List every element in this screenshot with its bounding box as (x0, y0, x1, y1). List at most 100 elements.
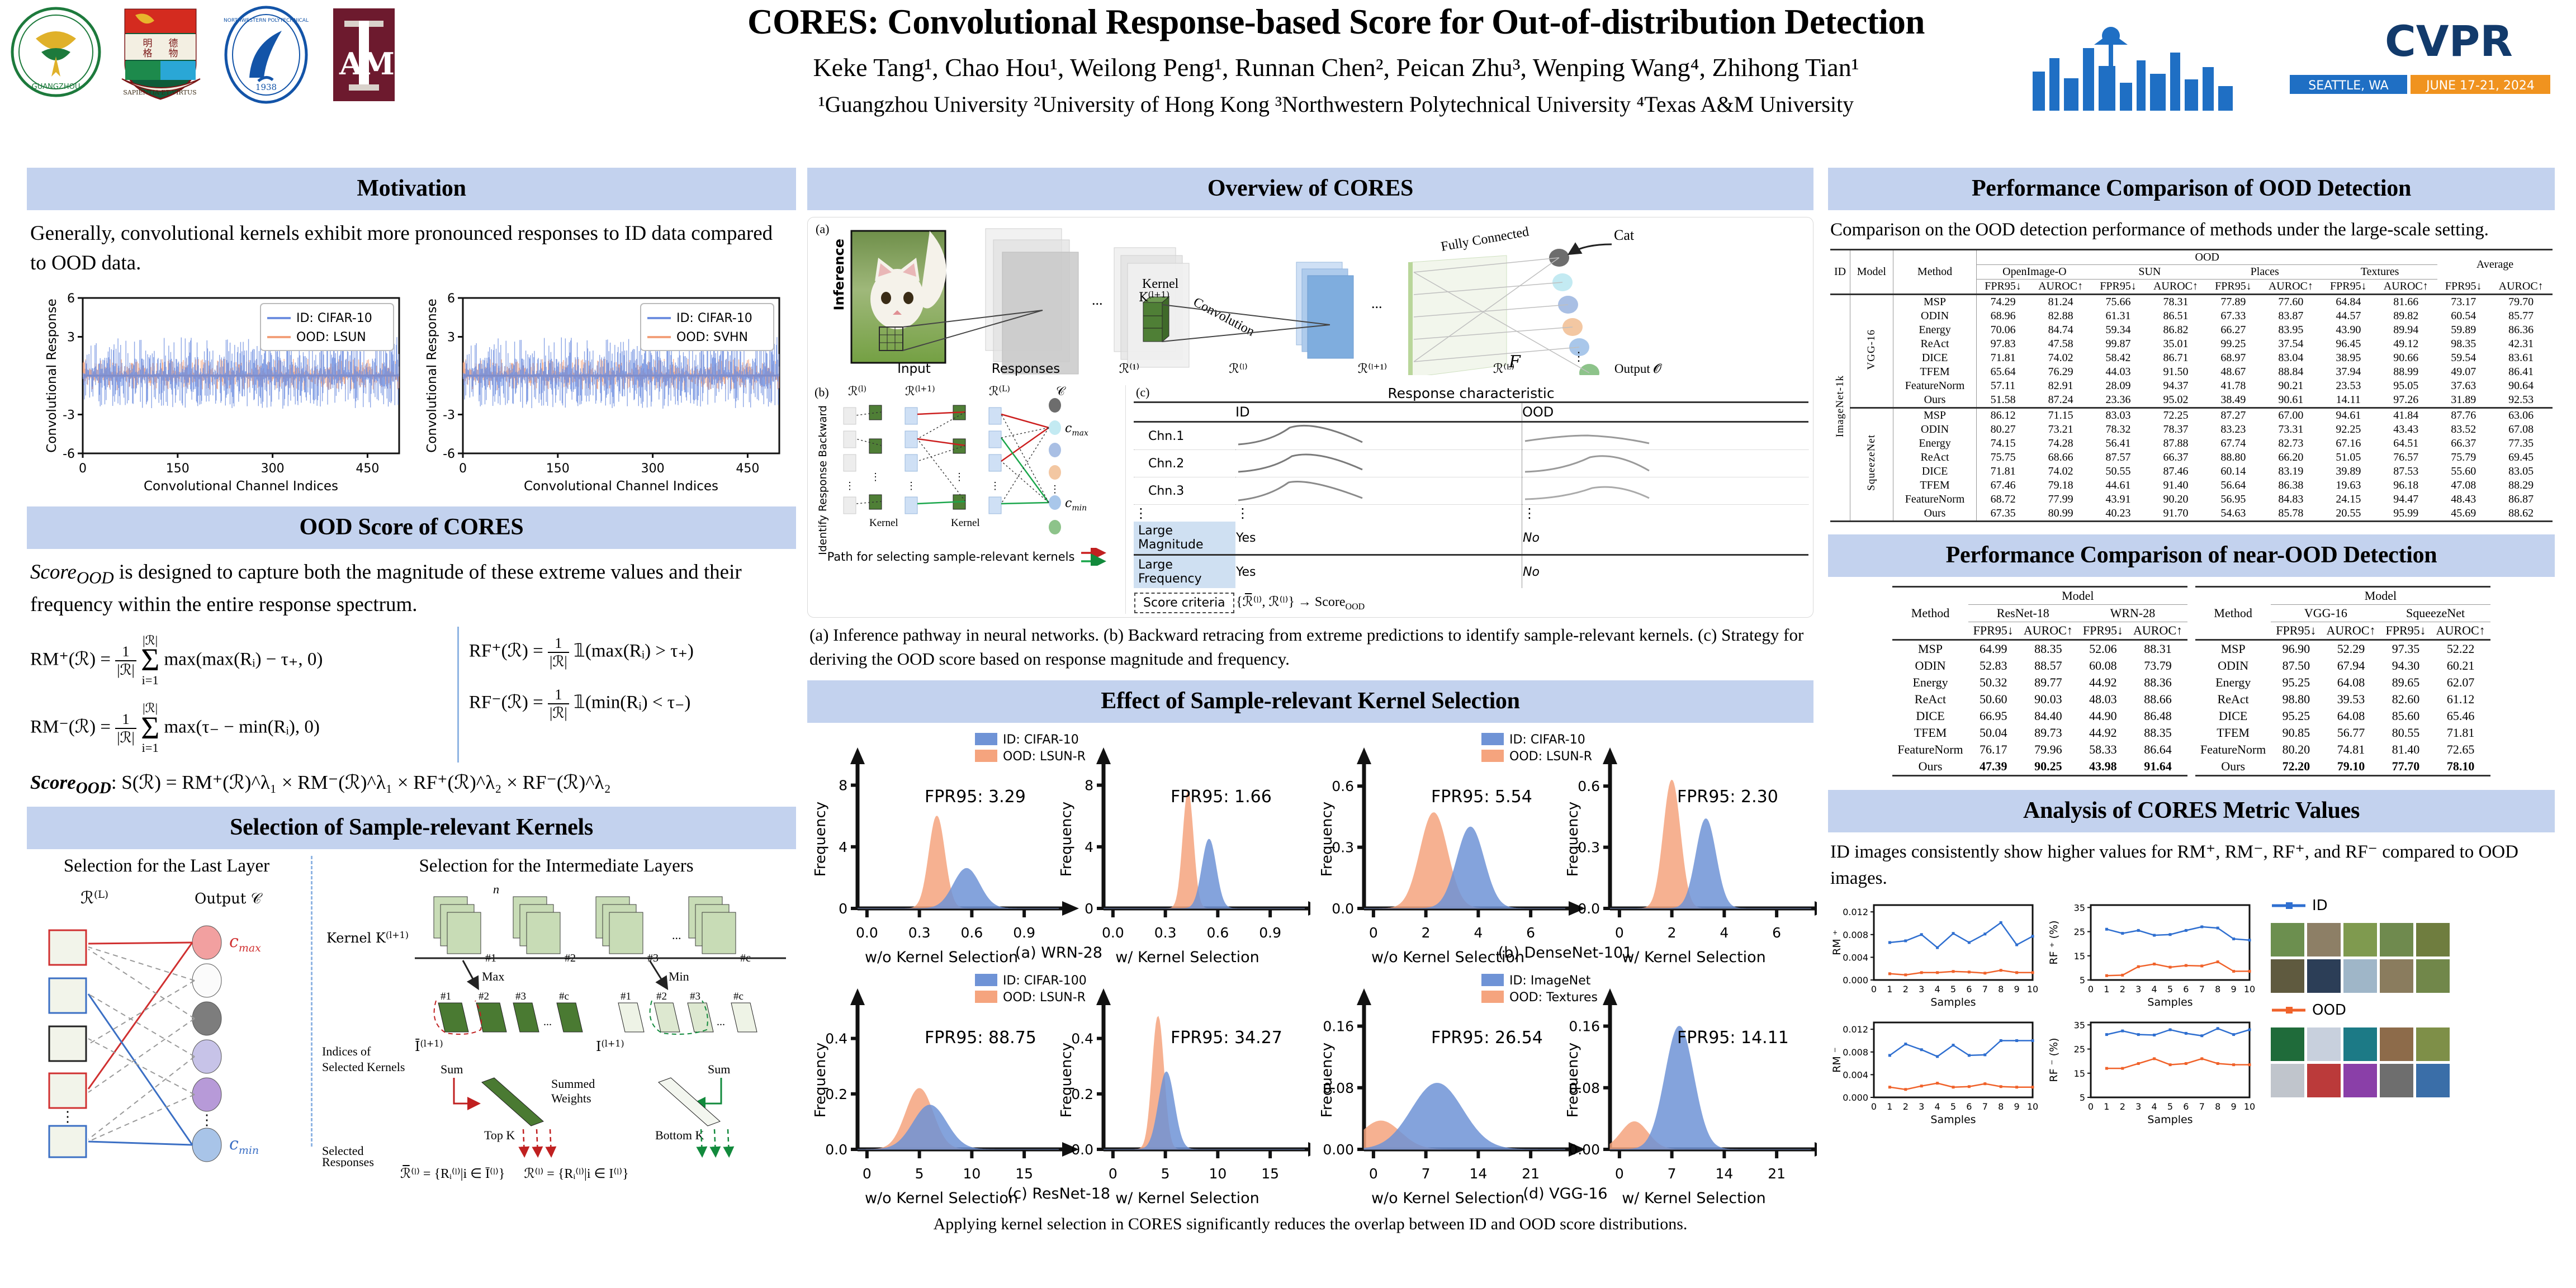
label-rl: ℛ⁽ˡ⁾ (1229, 362, 1248, 376)
table-row: Large Frequency Yes No (1134, 555, 1808, 588)
svg-text:4: 4 (1474, 925, 1483, 941)
table-row: ODIN 80.27 73.21 78.32 78.37 83.23 73.31 92.25 4… (1830, 422, 2553, 437)
svg-text:0.3: 0.3 (1154, 925, 1177, 941)
section-title-ood-score: OOD Score of CORES (27, 506, 796, 550)
summed-weights-bar-right (658, 1077, 721, 1126)
svg-text:15: 15 (2074, 1068, 2085, 1078)
label-output-overview: Output 𝓞 (1614, 362, 1662, 376)
thumbnail-horse (2416, 922, 2450, 956)
near-ood-table-right: Method Model VGG-16 SqueezeNet FPR95↓ AUROC↑ F… (2195, 586, 2490, 776)
svg-text:7: 7 (2199, 984, 2205, 995)
svg-text:3: 3 (1919, 1101, 1924, 1112)
svg-text:3: 3 (2135, 1101, 2141, 1112)
svg-text:2: 2 (1903, 984, 1909, 995)
svg-text:M: M (361, 46, 395, 82)
table-row: DICE 95.25 64.08 85.60 65.46 (2218, 708, 2475, 723)
svg-text:0: 0 (1109, 1166, 1117, 1182)
ellipsis-id: ⋮ (1235, 504, 1522, 522)
svg-text:8: 8 (2215, 984, 2220, 995)
label-cmax-b: cmax (1065, 422, 1088, 438)
svg-text:w/o Kernel Selection: w/o Kernel Selection (1371, 949, 1524, 964)
effect-figure: ID: CIFAR-10 OOD: LSUN-R 0.0 0.3 0.6 0 2 4 6 FPR9… (1314, 730, 1831, 967)
table-row: Chn.2 (1134, 449, 1808, 477)
score-word: Score (30, 561, 77, 584)
svg-text:-6: -6 (443, 447, 455, 461)
svg-text:RF ⁻ (%): RF ⁻ (%) (2048, 1038, 2060, 1082)
ood-score-text: ScoreOOD is designed to capture both the… (27, 549, 796, 623)
label-rl1: ℛ⁽ˡ⁺¹⁾ (1357, 362, 1388, 376)
svg-text:0.0: 0.0 (1578, 901, 1600, 917)
right-column: Performance Comparison of OOD Detection … (1828, 168, 2555, 1126)
svg-text:ID: CIFAR-10: ID: CIFAR-10 (1509, 733, 1585, 747)
label-kernel-b1: Kernel (869, 517, 898, 529)
svg-text:0.008: 0.008 (1843, 929, 1868, 940)
svg-text:0.0: 0.0 (1071, 1142, 1093, 1158)
svg-text:10: 10 (963, 1166, 981, 1182)
eq-rm-minus-rhs: max(τ₋ − min(Rᵢ), 0) (164, 717, 320, 737)
table-row: ReAct 97.83 47.58 99.87 35.01 99.25 37.54 96.45… (1830, 337, 2553, 351)
overview-panel-b-graphic: ℛ(l) ℛ(l+1) ℛ(L) 𝒞 ⋮ (843, 385, 1088, 534)
motivation-charts: 6 3 -3 -6 0 150 300 450 Convolutional Channel In… (27, 281, 796, 501)
svg-text:4: 4 (839, 839, 847, 855)
svg-text:0.012: 0.012 (1843, 1024, 1868, 1035)
eq-rm-minus-lhs: RM⁻(ℛ) = (30, 717, 111, 737)
svg-text:Frequency: Frequency (1565, 1042, 1581, 1117)
summation-symbol-2: |ℛ| Σ i=1 (141, 701, 160, 755)
svg-text:10: 10 (2244, 1101, 2255, 1112)
svg-text:5: 5 (2167, 1101, 2173, 1112)
table-row: FPR95↓ AUROC↑ FPR95↓ AUROC↑ (2195, 622, 2490, 640)
label-top-k: Top K (484, 1128, 515, 1142)
section-title-analysis: Analysis of CORES Metric Values (1828, 789, 2555, 832)
svg-text:2: 2 (2120, 984, 2125, 995)
overview-panels-bc: (b) Identify Response Backward ℛ(l) ℛ(l+… (812, 385, 1808, 614)
equation-rf-plus: RF⁺(ℛ) = 1 |ℛ| 𝟙(max(Rᵢ) > τ₊) (469, 627, 793, 678)
svg-text:0.3: 0.3 (908, 925, 931, 941)
table-row: Energy 95.25 64.08 89.65 62.07 (2215, 675, 2475, 689)
texas-am-university-logo: A M (330, 4, 398, 105)
svg-text:#c: #c (733, 991, 744, 1002)
svg-text:OOD: LSUN: OOD: LSUN (296, 330, 366, 344)
table-row: ID OOD (1134, 402, 1808, 422)
thumbnail-texture3 (2416, 1027, 2450, 1061)
section-title-motivation: Motivation (27, 168, 796, 210)
label-identify-backward: Identify Response Backward (817, 405, 829, 555)
analysis-charts-grid: 0.000 0.004 0.008 0.012 0 1 2 3 4 5 6 7 8 9 10 Samples R… (1830, 897, 2260, 1126)
label-indices-2: Selected Kernels (322, 1060, 405, 1074)
svg-text:RM ⁻: RM ⁻ (1831, 1047, 1843, 1073)
intermediate-layers-heading: Selection for the Intermediate Layers (419, 856, 694, 876)
svg-text:0.2: 0.2 (825, 1086, 847, 1102)
thumbnail-frog (2416, 959, 2450, 993)
svg-text:0: 0 (1615, 925, 1624, 941)
guangzhou-university-logo: GUANGZHOU (8, 4, 104, 105)
author-list: Keke Tang¹, Chao Hou¹, Weilong Peng¹, Ru… (813, 53, 1859, 82)
summation-symbol: |ℛ| Σ i=1 (141, 633, 160, 687)
svg-text:FPR95: 2.30: FPR95: 2.30 (1677, 787, 1778, 807)
label-inference: Inference (831, 239, 847, 311)
svg-text:3: 3 (447, 331, 455, 345)
svg-text:GUANGZHOU: GUANGZHOU (32, 83, 80, 91)
cmin-edges (87, 993, 193, 1146)
thumbnail-texture1 (2343, 1027, 2377, 1061)
label-bottom-k: Bottom K (655, 1128, 704, 1142)
analysis-chart-rm-plus: 0.000 0.004 0.008 0.012 0 1 2 3 4 5 6 7 8 9 10 Samples R… (1831, 904, 2038, 1008)
effect-caption: Applying kernel selection in CORES signi… (933, 1214, 1688, 1233)
svg-text:0.6: 0.6 (960, 925, 983, 941)
svg-text:4: 4 (1935, 1101, 1940, 1112)
svg-text:1938: 1938 (255, 82, 277, 92)
eq-rf-plus-rhs: 𝟙(max(Rᵢ) > τ₊) (573, 641, 694, 661)
svg-text:Convolutional Channel Indices: Convolutional Channel Indices (144, 479, 338, 494)
svg-text:6: 6 (447, 292, 455, 306)
svg-text:6: 6 (1966, 1101, 1972, 1112)
svg-text:3: 3 (2135, 984, 2141, 995)
svg-text:...: ... (717, 1016, 725, 1028)
fraction-1-over-R-3: 1 |ℛ| (548, 634, 569, 670)
svg-text:Frequency: Frequency (1058, 801, 1075, 876)
svg-text:格: 格 (143, 48, 153, 59)
table-row: Chn.1 (1134, 422, 1808, 450)
thumbnail-digit-5 (2271, 1027, 2304, 1061)
svg-text:#3: #3 (515, 991, 526, 1002)
panel-c-tag: (c) (1136, 385, 1150, 399)
label-selected-2: Responses (322, 1155, 374, 1167)
svg-text:2: 2 (1903, 1101, 1909, 1112)
svg-text:0: 0 (1369, 925, 1378, 941)
